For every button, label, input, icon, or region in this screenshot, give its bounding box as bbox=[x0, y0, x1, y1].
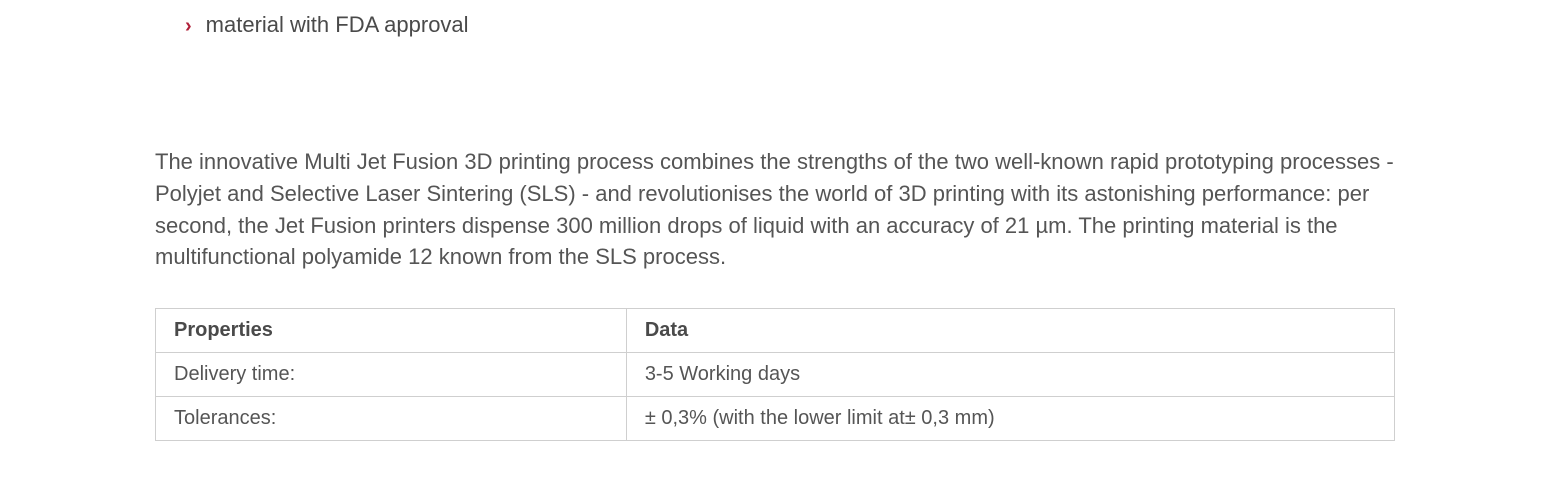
bullet-marker-icon: › bbox=[185, 15, 192, 38]
properties-table: Properties Data Delivery time: 3-5 Worki… bbox=[155, 308, 1395, 441]
table-cell-data: 3-5 Working days bbox=[626, 353, 1394, 397]
bullet-text: material with FDA approval bbox=[206, 10, 469, 41]
table-cell-property: Tolerances: bbox=[156, 397, 627, 441]
table-cell-property: Delivery time: bbox=[156, 353, 627, 397]
table-header-data: Data bbox=[626, 309, 1394, 353]
description-paragraph: The innovative Multi Jet Fusion 3D print… bbox=[155, 146, 1395, 274]
table-cell-data: ± 0,3% (with the lower limit at± 0,3 mm) bbox=[626, 397, 1394, 441]
bullet-list-item: › material with FDA approval bbox=[155, 10, 1395, 41]
table-header-properties: Properties bbox=[156, 309, 627, 353]
table-header-row: Properties Data bbox=[156, 309, 1395, 353]
table-row: Delivery time: 3-5 Working days bbox=[156, 353, 1395, 397]
table-row: Tolerances: ± 0,3% (with the lower limit… bbox=[156, 397, 1395, 441]
document-content: › material with FDA approval The innovat… bbox=[0, 0, 1550, 441]
